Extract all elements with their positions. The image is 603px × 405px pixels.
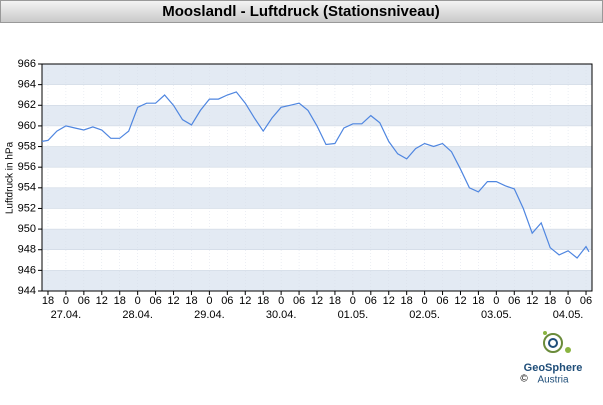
x-tick-label: 0 bbox=[278, 295, 284, 307]
y-tick-label: 948 bbox=[18, 244, 36, 256]
y-tick-label: 956 bbox=[18, 161, 36, 173]
x-tick-label: 12 bbox=[526, 295, 538, 307]
x-tick-label: 18 bbox=[114, 295, 126, 307]
date-label: 27.04. bbox=[51, 309, 82, 321]
x-tick-label: 06 bbox=[221, 295, 233, 307]
date-label: 30.04. bbox=[266, 309, 297, 321]
y-tick-label: 960 bbox=[18, 120, 36, 132]
x-tick-label: 12 bbox=[311, 295, 323, 307]
x-tick-label: 12 bbox=[239, 295, 251, 307]
x-tick-label: 18 bbox=[401, 295, 413, 307]
logo-icon bbox=[548, 338, 558, 348]
x-tick-label: 06 bbox=[78, 295, 90, 307]
x-tick-label: 18 bbox=[544, 295, 556, 307]
logo: GeoSphere Austria © bbox=[520, 331, 582, 386]
x-tick-label: 06 bbox=[365, 295, 377, 307]
date-label: 02.05. bbox=[409, 309, 440, 321]
y-tick-label: 954 bbox=[18, 182, 36, 194]
y-tick-label: 952 bbox=[18, 202, 36, 214]
y-tick-label: 966 bbox=[18, 58, 36, 70]
x-tick-label: 0 bbox=[206, 295, 212, 307]
x-tick-label: 06 bbox=[436, 295, 448, 307]
data-line bbox=[41, 91, 590, 259]
chart-title: Mooslandl - Luftdruck (Stationsniveau) bbox=[162, 3, 440, 20]
date-label: 03.05. bbox=[481, 309, 512, 321]
x-tick-label: 12 bbox=[96, 295, 108, 307]
grid-band bbox=[42, 64, 592, 85]
x-tick-label: 06 bbox=[508, 295, 520, 307]
y-tick-label: 964 bbox=[18, 79, 36, 91]
logo-icon bbox=[543, 331, 547, 335]
x-tick-label: 06 bbox=[580, 295, 592, 307]
x-tick-label: 18 bbox=[329, 295, 341, 307]
x-tick-label: 18 bbox=[42, 295, 54, 307]
grid-band bbox=[42, 187, 592, 209]
x-tick-label: 0 bbox=[135, 295, 141, 307]
x-tick-label: 06 bbox=[149, 295, 161, 307]
y-tick-label: 958 bbox=[18, 140, 36, 152]
y-tick-label: 944 bbox=[18, 285, 36, 297]
x-tick-label: 12 bbox=[454, 295, 466, 307]
brand-sub: Austria bbox=[537, 375, 569, 386]
date-label: 01.05. bbox=[338, 309, 369, 321]
x-tick-label: 0 bbox=[63, 295, 69, 307]
y-tick-label: 950 bbox=[18, 223, 36, 235]
y-tick-label: 962 bbox=[18, 99, 36, 111]
date-label: 28.04. bbox=[122, 309, 153, 321]
x-tick-label: 0 bbox=[565, 295, 571, 307]
x-tick-label: 06 bbox=[293, 295, 305, 307]
y-tick-label: 946 bbox=[18, 264, 36, 276]
copyright: © bbox=[520, 374, 528, 385]
date-label: 29.04. bbox=[194, 309, 225, 321]
brand: GeoSphere bbox=[524, 362, 583, 374]
y-axis-label: Luftdruck in hPa bbox=[5, 141, 16, 214]
x-tick-label: 0 bbox=[493, 295, 499, 307]
logo-icon bbox=[543, 333, 563, 353]
x-tick-label: 18 bbox=[185, 295, 197, 307]
x-tick-label: 18 bbox=[472, 295, 484, 307]
x-tick-label: 12 bbox=[167, 295, 179, 307]
logo-icon bbox=[565, 347, 571, 353]
x-tick-label: 0 bbox=[350, 295, 356, 307]
grid-band bbox=[42, 229, 592, 250]
x-tick-label: 0 bbox=[422, 295, 428, 307]
plot-frame bbox=[41, 63, 593, 292]
date-label: 04.05. bbox=[553, 309, 584, 321]
grid-band bbox=[42, 146, 592, 168]
x-tick-label: 12 bbox=[383, 295, 395, 307]
x-tick-label: 18 bbox=[257, 295, 269, 307]
